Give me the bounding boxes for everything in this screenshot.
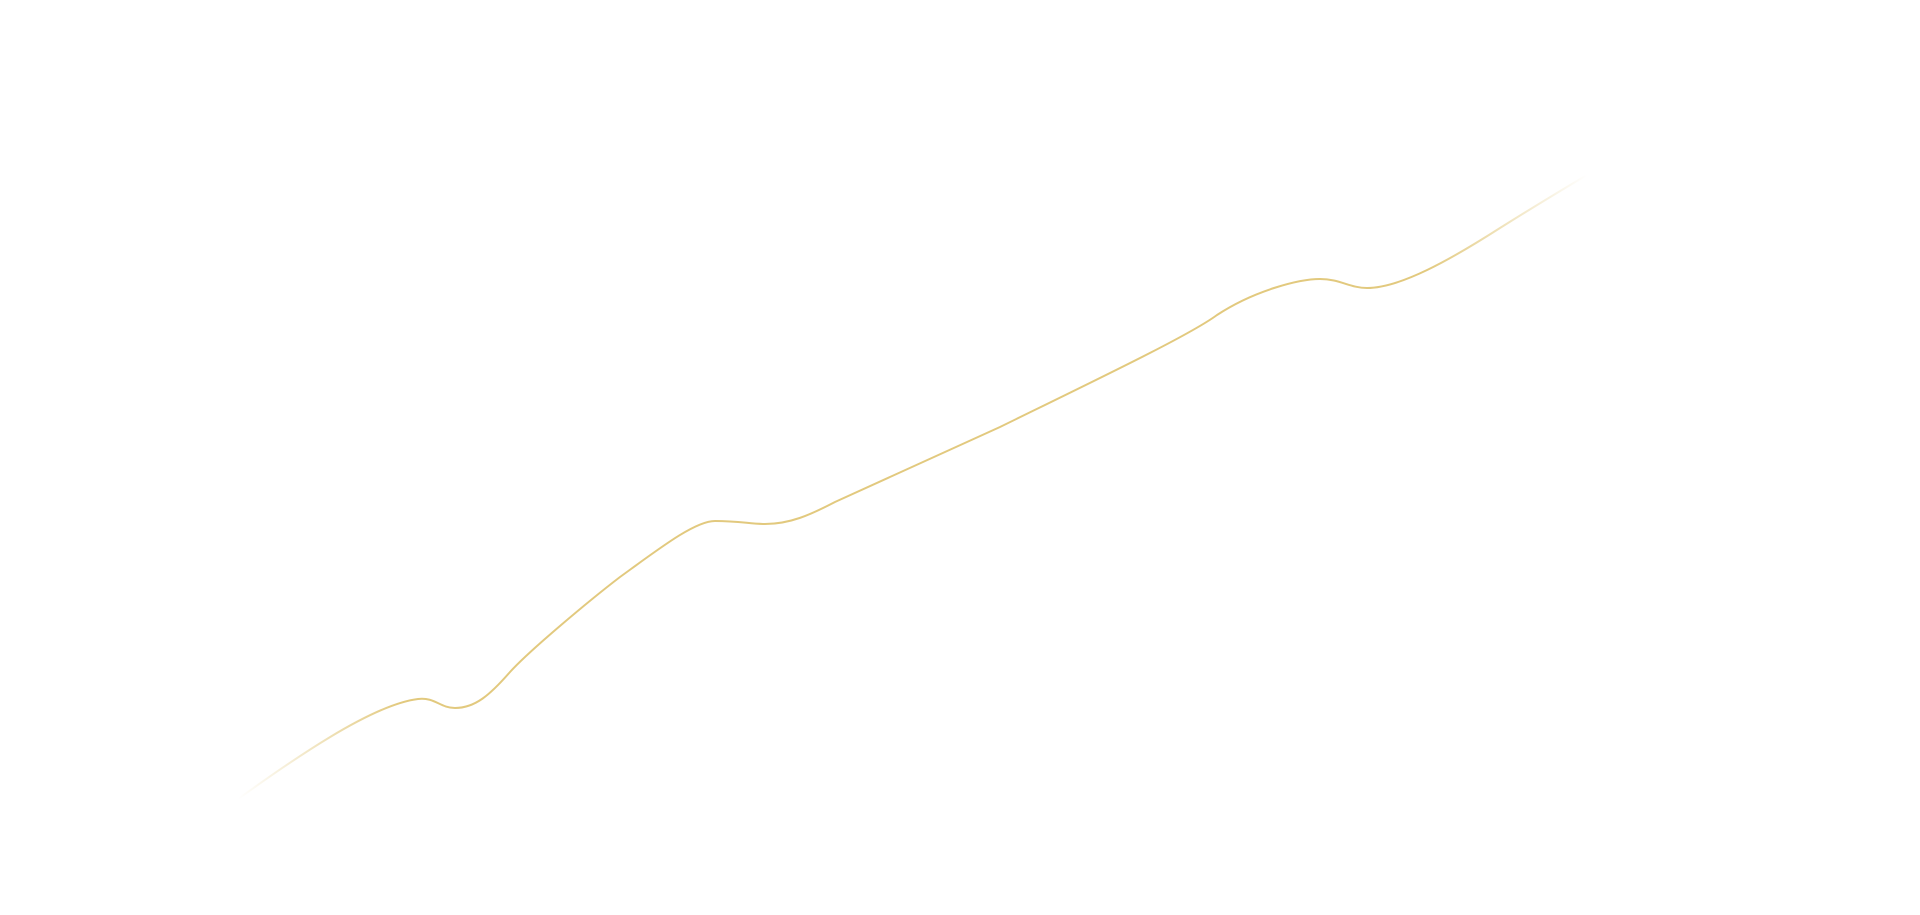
- gold-wave-line: [237, 174, 1588, 800]
